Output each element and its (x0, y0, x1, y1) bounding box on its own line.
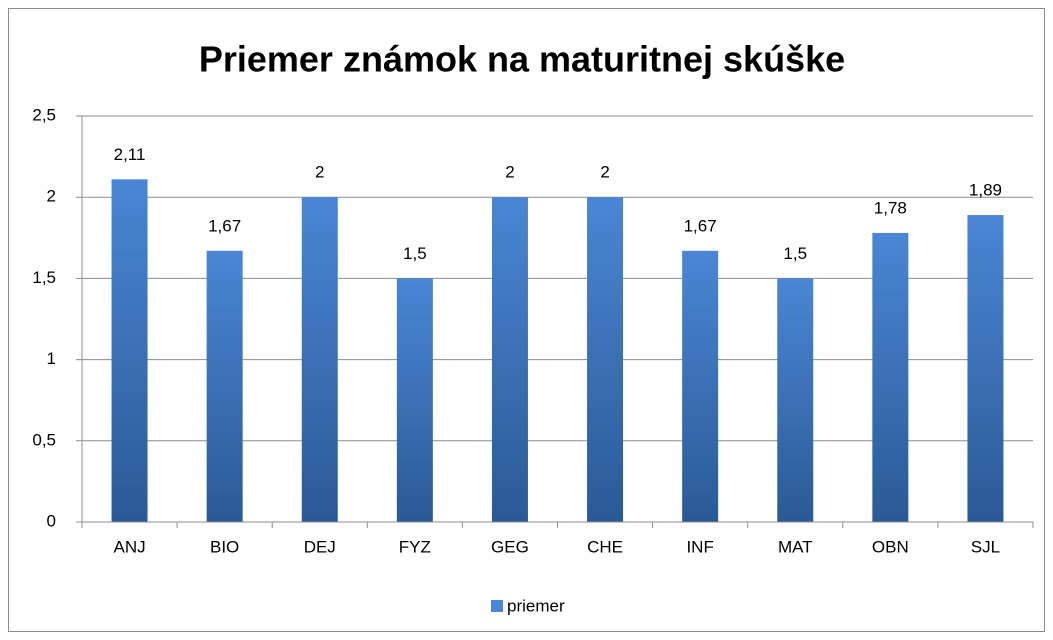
y-tick-label: 2,5 (32, 105, 56, 124)
data-label: 1,5 (783, 244, 807, 263)
x-tick-label: FYZ (399, 537, 431, 556)
data-label: 1,78 (874, 198, 907, 217)
bar (777, 278, 814, 522)
y-tick-label: 1,5 (32, 268, 56, 287)
data-label: 2 (600, 163, 609, 182)
y-tick-label: 1 (47, 349, 56, 368)
x-tick-label: CHE (587, 537, 623, 556)
y-tick-label: 0 (47, 511, 56, 530)
x-tick-label: INF (686, 537, 713, 556)
x-tick-label: DEJ (304, 537, 336, 556)
x-tick-label: BIO (210, 537, 239, 556)
bar (111, 179, 148, 522)
bar (206, 250, 243, 523)
y-tick-label: 0,5 (32, 430, 56, 449)
bar (396, 278, 433, 522)
legend-label: priemer (507, 596, 565, 615)
data-label: 2 (315, 163, 324, 182)
data-label: 1,67 (208, 216, 241, 235)
bar (967, 215, 1004, 522)
y-tick-label: 2 (47, 187, 56, 206)
data-label: 1,89 (969, 181, 1002, 200)
data-label: 2,11 (114, 145, 146, 164)
bar (682, 250, 719, 523)
data-label: 1,67 (684, 216, 717, 235)
x-tick-label: ANJ (113, 537, 145, 556)
data-label: 1,5 (403, 244, 427, 263)
x-tick-label: OBN (872, 537, 909, 556)
bar (301, 197, 338, 522)
data-label: 2 (505, 163, 514, 182)
bar (491, 197, 528, 522)
x-tick-label: GEG (491, 537, 529, 556)
legend-swatch (491, 600, 503, 612)
bar (872, 232, 909, 523)
bar (587, 197, 624, 522)
x-tick-label: MAT (778, 537, 813, 556)
chart-title: Priemer známok na maturitnej skúške (199, 39, 845, 80)
x-tick-label: SJL (971, 537, 1000, 556)
